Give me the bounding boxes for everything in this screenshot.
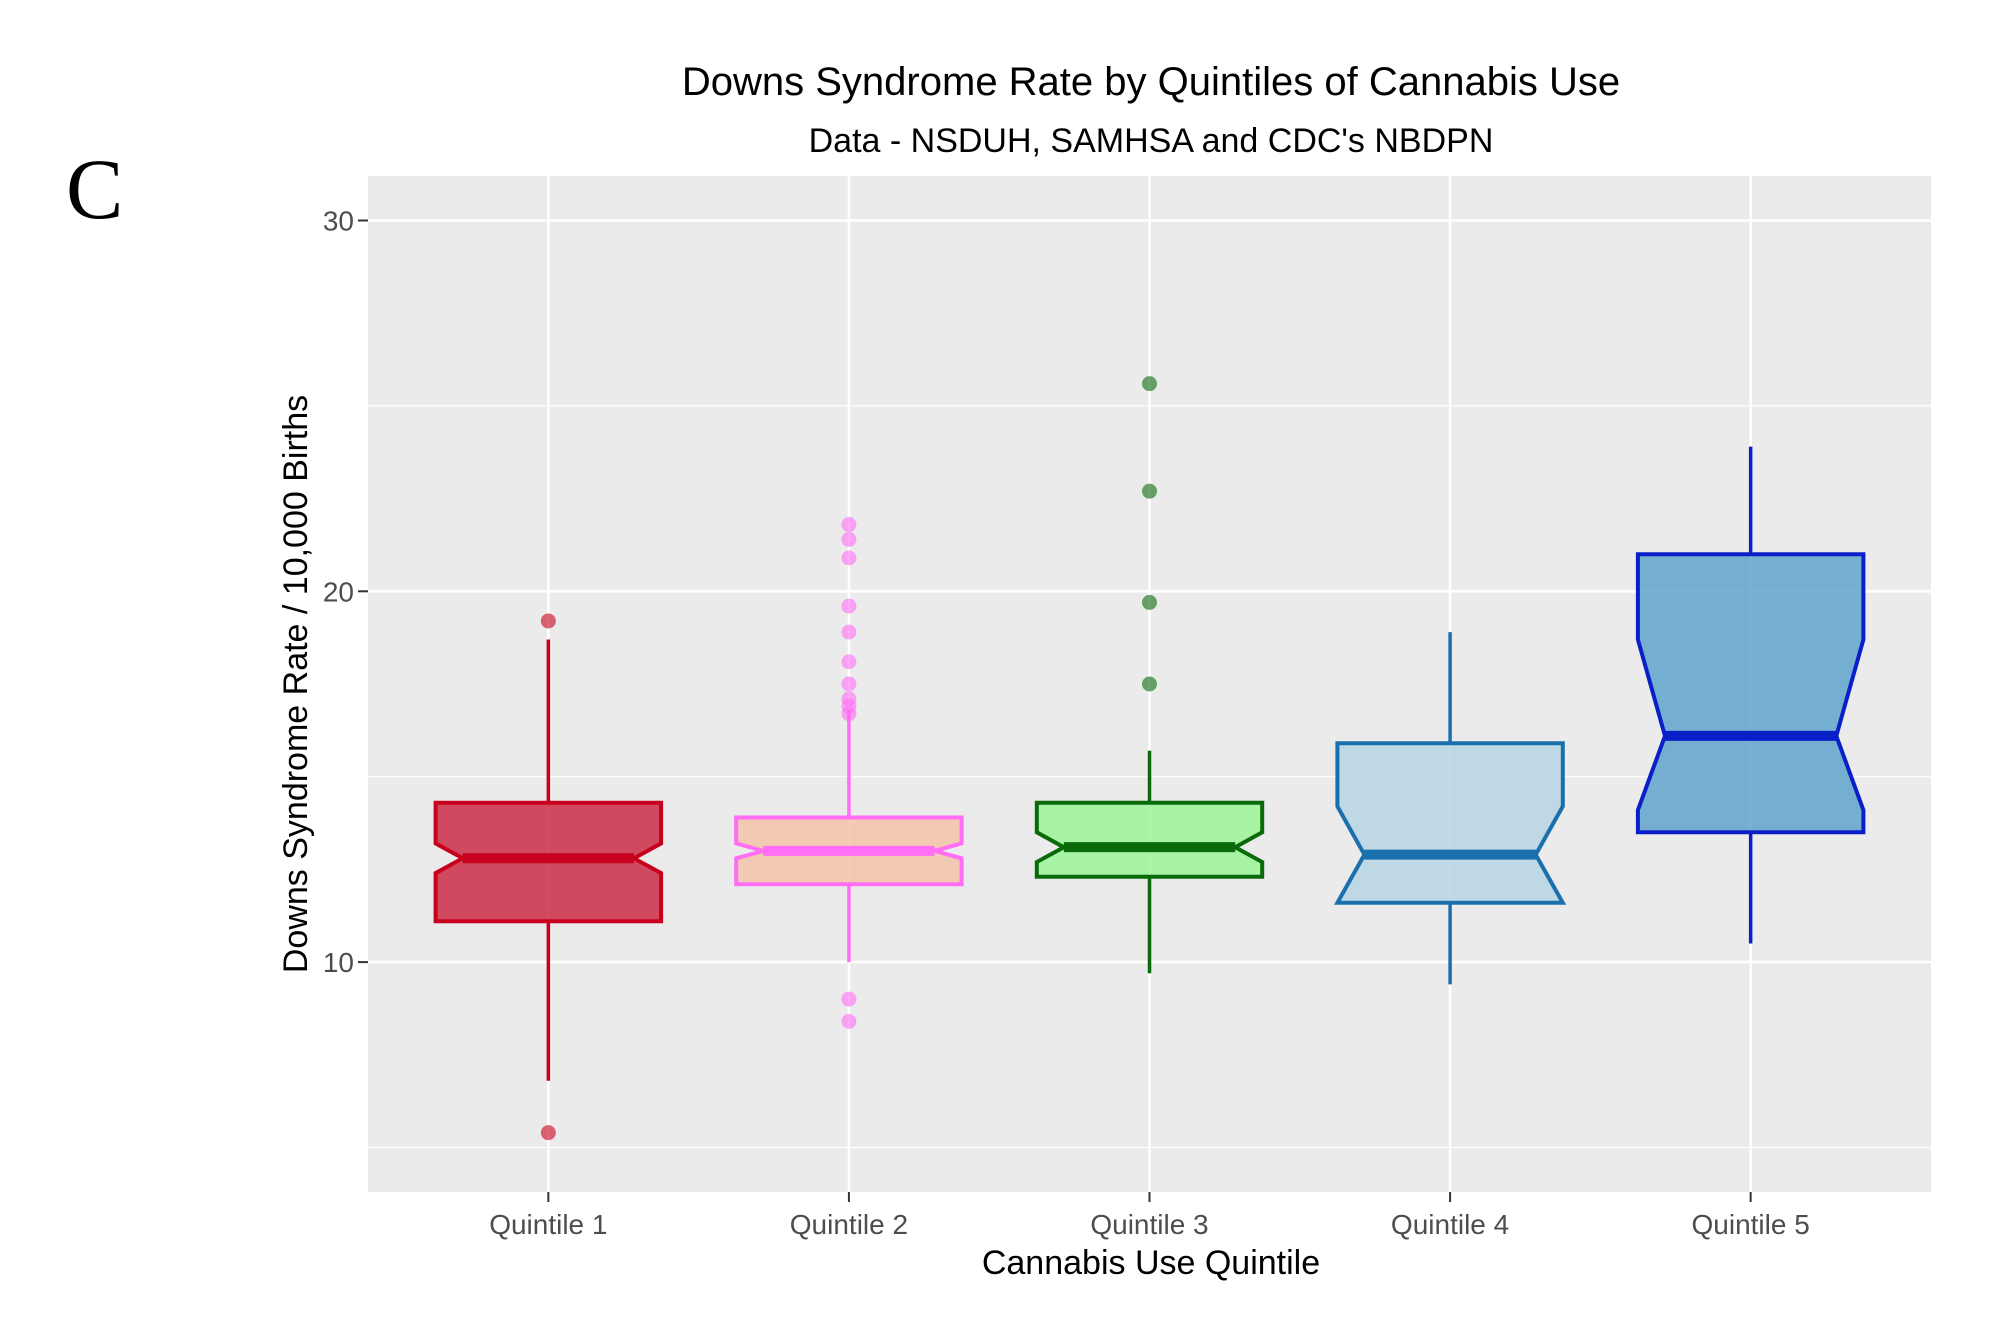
y-tick-label: 10 (323, 947, 354, 978)
x-tick-label: Quintile 3 (1090, 1209, 1208, 1240)
x-axis: Quintile 1 Quintile 2 Quintile 3 Quintile 4… (489, 1192, 1810, 1240)
y-axis: 10 20 30 (323, 205, 368, 978)
outlier-point (841, 517, 857, 533)
outlier-point (1142, 376, 1157, 392)
boxes (433, 376, 1866, 1141)
outlier-point (841, 550, 857, 566)
chart-title: Downs Syndrome Rate by Quintiles of Cann… (682, 60, 1620, 104)
x-tick-label: Quintile 2 (790, 1209, 908, 1240)
notched-box (1333, 741, 1567, 905)
box-3 (1034, 376, 1265, 974)
panel-label: C (66, 141, 123, 237)
outlier-point (1142, 483, 1157, 499)
outlier-point (841, 991, 857, 1007)
outlier-point (1142, 594, 1157, 610)
outlier-point (841, 706, 857, 722)
x-tick-label: Quintile 4 (1391, 1209, 1509, 1240)
x-axis-label: Cannabis Use Quintile (982, 1244, 1320, 1282)
y-tick-label: 30 (323, 205, 354, 236)
y-axis-label: Downs Syndrome Rate / 10,000 Births (277, 395, 315, 973)
box-4 (1333, 632, 1567, 985)
box-1 (433, 613, 664, 1141)
outlier-point (841, 624, 857, 640)
notched-box (1635, 552, 1866, 835)
outlier-point (1142, 676, 1157, 692)
box-5 (1635, 446, 1866, 944)
outlier-point (841, 676, 857, 692)
outlier-point (540, 613, 556, 629)
box-2 (734, 517, 964, 1029)
outlier-point (841, 598, 857, 614)
outlier-point (841, 654, 857, 670)
x-tick-label: Quintile 1 (489, 1209, 607, 1240)
chart-subtitle: Data - NSDUH, SAMHSA and CDC's NBDPN (809, 122, 1494, 160)
outlier-point (540, 1125, 556, 1141)
y-tick-label: 20 (323, 576, 354, 607)
outlier-point (841, 1013, 857, 1029)
x-tick-label: Quintile 5 (1692, 1209, 1810, 1240)
notched-box (1034, 800, 1265, 879)
outlier-point (841, 531, 857, 547)
